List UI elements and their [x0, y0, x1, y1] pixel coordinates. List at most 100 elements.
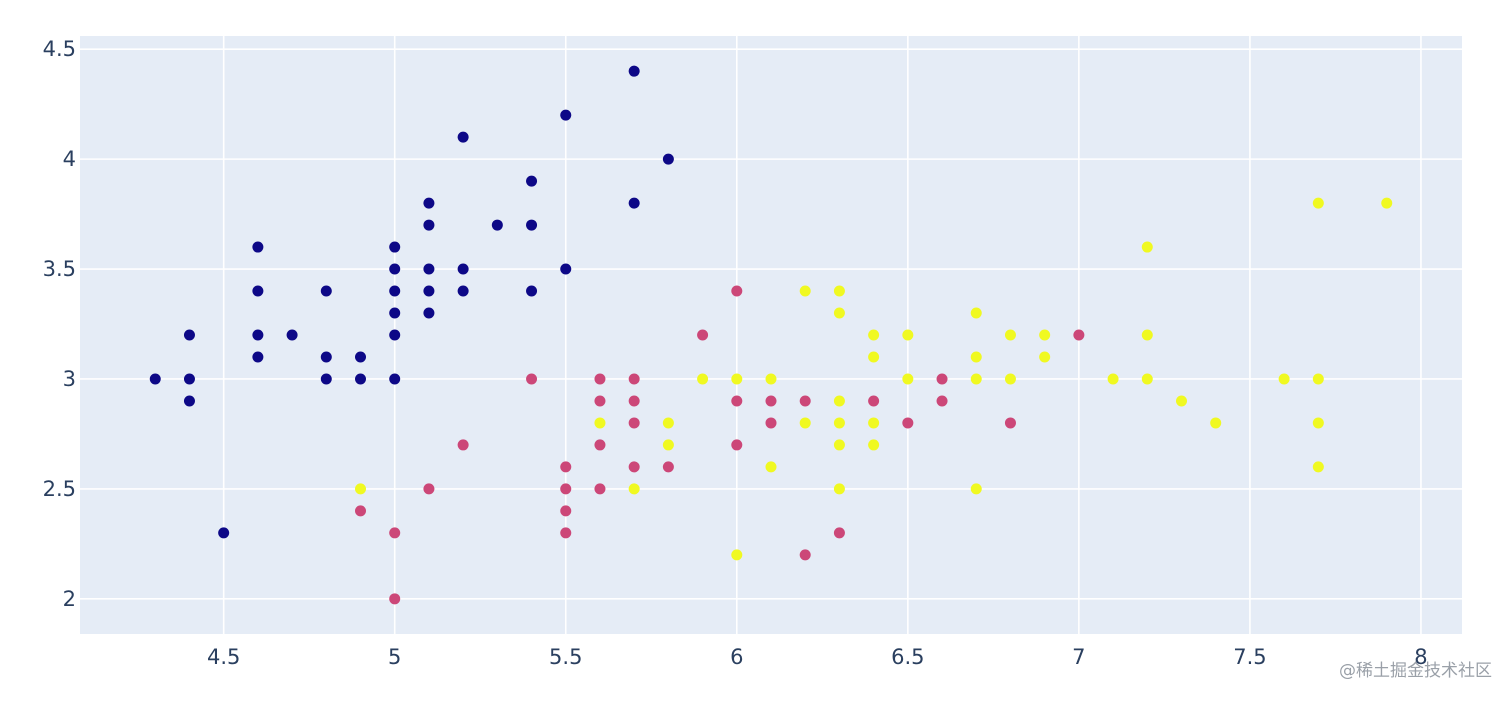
- scatter-point-series-2: [868, 395, 880, 407]
- x-tick-label: 6: [730, 645, 743, 669]
- x-tick-label: 5.5: [549, 645, 582, 669]
- scatter-point-series-3: [1381, 197, 1393, 209]
- scatter-point-series-3: [1312, 417, 1324, 429]
- scatter-point-series-2: [1004, 417, 1016, 429]
- scatter-point-series-1: [320, 373, 332, 385]
- scatter-point-series-3: [1312, 373, 1324, 385]
- scatter-point-series-3: [902, 373, 914, 385]
- scatter-point-series-3: [1312, 197, 1324, 209]
- scatter-point-series-1: [423, 285, 435, 297]
- scatter-point-series-3: [833, 395, 845, 407]
- scatter-point-series-2: [697, 329, 709, 341]
- scatter-point-series-3: [970, 373, 982, 385]
- x-tick-label: 6.5: [891, 645, 924, 669]
- scatter-point-series-1: [423, 307, 435, 319]
- scatter-point-series-3: [1141, 373, 1153, 385]
- scatter-point-series-2: [628, 373, 640, 385]
- plot-area: [80, 36, 1462, 634]
- y-tick-labels: 2 2.5 3 3.5 4 4.5: [43, 37, 76, 611]
- scatter-point-series-1: [560, 263, 572, 275]
- scatter-point-series-2: [560, 483, 572, 495]
- scatter-point-series-1: [389, 307, 401, 319]
- scatter-point-series-3: [833, 483, 845, 495]
- scatter-point-series-2: [799, 395, 811, 407]
- scatter-point-series-2: [731, 395, 743, 407]
- scatter-point-series-2: [731, 439, 743, 451]
- scatter-point-series-3: [697, 373, 709, 385]
- scatter-point-series-1: [560, 109, 572, 121]
- scatter-point-series-3: [1312, 461, 1324, 473]
- scatter-point-series-1: [252, 241, 264, 253]
- scatter-point-series-3: [731, 373, 743, 385]
- scatter-point-series-1: [491, 219, 503, 231]
- scatter-point-series-3: [868, 329, 880, 341]
- scatter-point-series-2: [936, 373, 948, 385]
- scatter-point-series-1: [183, 329, 195, 341]
- scatter-point-series-1: [286, 329, 298, 341]
- scatter-point-series-1: [457, 263, 469, 275]
- scatter-point-series-2: [1073, 329, 1085, 341]
- scatter-point-series-3: [868, 351, 880, 363]
- scatter-point-series-3: [970, 307, 982, 319]
- scatter-point-series-3: [799, 417, 811, 429]
- scatter-point-series-3: [1210, 417, 1222, 429]
- scatter-point-series-3: [833, 417, 845, 429]
- x-tick-label: 7: [1072, 645, 1085, 669]
- scatter-point-series-2: [594, 373, 606, 385]
- scatter-point-series-1: [662, 153, 674, 165]
- scatter-point-series-1: [218, 527, 230, 539]
- scatter-point-series-1: [389, 329, 401, 341]
- scatter-point-series-3: [970, 483, 982, 495]
- scatter-point-series-2: [765, 417, 777, 429]
- scatter-point-series-2: [389, 527, 401, 539]
- x-tick-label: 5: [388, 645, 401, 669]
- scatter-point-series-1: [457, 131, 469, 143]
- x-tick-labels: 4.5 5 5.5 6 6.5 7 7.5 8: [207, 645, 1428, 669]
- scatter-point-series-2: [628, 395, 640, 407]
- scatter-point-series-3: [1278, 373, 1290, 385]
- scatter-point-series-2: [902, 417, 914, 429]
- scatter-point-series-1: [423, 219, 435, 231]
- x-tick-label: 8: [1414, 645, 1427, 669]
- scatter-point-series-2: [833, 527, 845, 539]
- scatter-point-series-3: [1107, 373, 1119, 385]
- scatter-point-series-3: [902, 329, 914, 341]
- scatter-point-series-3: [833, 439, 845, 451]
- scatter-point-series-3: [1004, 373, 1016, 385]
- scatter-point-series-1: [628, 65, 640, 77]
- scatter-point-series-3: [833, 307, 845, 319]
- scatter-point-series-1: [389, 373, 401, 385]
- scatter-point-series-1: [628, 197, 640, 209]
- scatter-point-series-3: [868, 417, 880, 429]
- scatter-point-series-3: [662, 417, 674, 429]
- scatter-point-series-1: [389, 263, 401, 275]
- scatter-point-series-3: [970, 351, 982, 363]
- scatter-point-series-1: [252, 329, 264, 341]
- scatter-point-series-1: [183, 373, 195, 385]
- scatter-point-series-1: [320, 351, 332, 363]
- scatter-point-series-2: [765, 395, 777, 407]
- scatter-point-series-1: [252, 351, 264, 363]
- scatter-point-series-2: [423, 483, 435, 495]
- scatter-point-series-3: [1004, 329, 1016, 341]
- scatter-point-series-2: [662, 461, 674, 473]
- scatter-point-series-2: [560, 505, 572, 517]
- scatter-point-series-3: [868, 439, 880, 451]
- scatter-point-series-1: [423, 197, 435, 209]
- scatter-point-series-1: [149, 373, 161, 385]
- y-tick-label: 2.5: [43, 477, 76, 501]
- scatter-point-series-1: [457, 285, 469, 297]
- x-tick-label: 7.5: [1233, 645, 1266, 669]
- scatter-point-series-3: [833, 285, 845, 297]
- scatter-point-series-3: [1175, 395, 1187, 407]
- y-tick-label: 4: [63, 147, 76, 171]
- scatter-point-series-1: [389, 285, 401, 297]
- data-points: [149, 65, 1393, 605]
- watermark-text: @稀土掘金技术社区: [1339, 661, 1492, 681]
- scatter-point-series-2: [731, 285, 743, 297]
- scatter-point-series-3: [1039, 329, 1051, 341]
- scatter-point-series-3: [799, 285, 811, 297]
- scatter-point-series-1: [252, 285, 264, 297]
- scatter-point-series-2: [594, 439, 606, 451]
- scatter-point-series-2: [560, 461, 572, 473]
